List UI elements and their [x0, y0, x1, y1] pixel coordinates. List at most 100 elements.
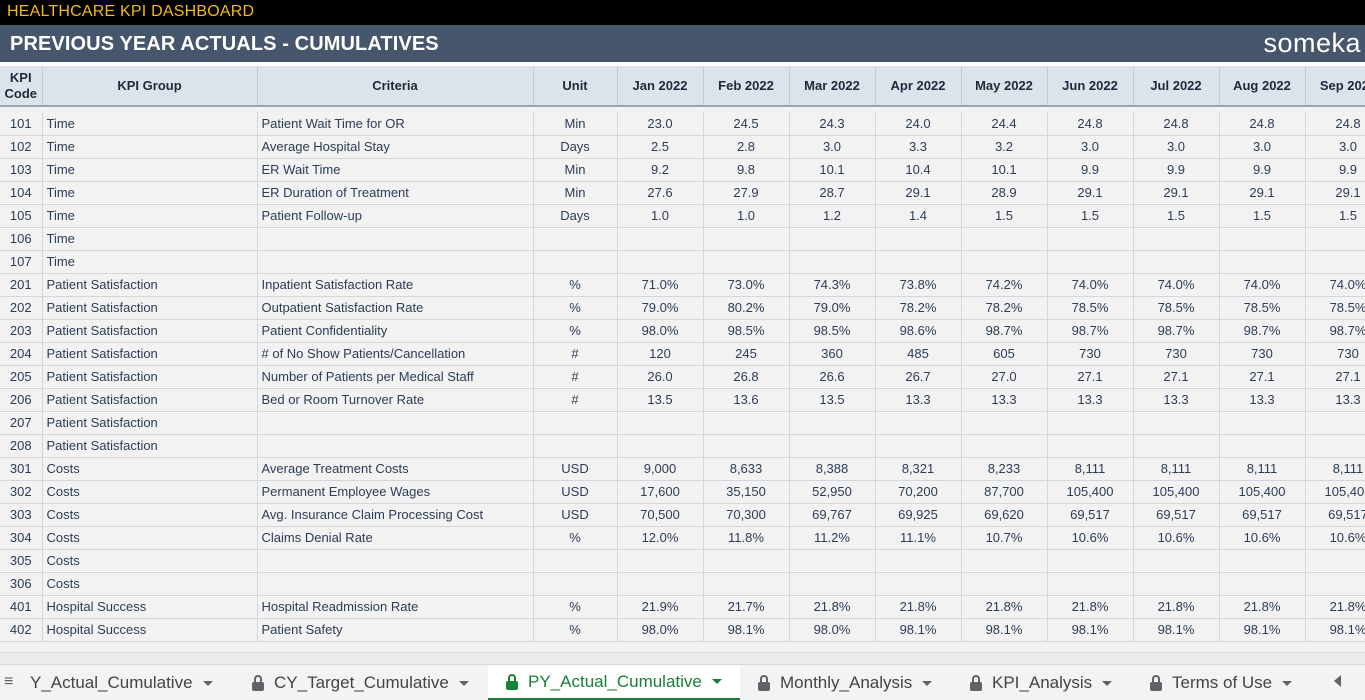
value-cell[interactable]: 21.7% — [703, 595, 790, 619]
criteria-cell[interactable]: Permanent Employee Wages — [257, 480, 534, 504]
value-cell[interactable] — [1133, 227, 1220, 251]
value-cell[interactable]: 10.6% — [1219, 526, 1306, 550]
kpi-code-cell[interactable]: 204 — [0, 342, 43, 366]
value-cell[interactable]: 98.7% — [1305, 319, 1365, 343]
value-cell[interactable]: 98.1% — [875, 618, 962, 642]
value-cell[interactable]: 1.0 — [703, 204, 790, 228]
kpi-group-cell[interactable]: Patient Satisfaction — [42, 296, 258, 320]
value-cell[interactable]: 27.1 — [1219, 365, 1306, 389]
value-cell[interactable]: 10.4 — [875, 158, 962, 182]
value-cell[interactable]: 3.3 — [875, 135, 962, 159]
unit-cell[interactable] — [533, 434, 618, 458]
value-cell[interactable] — [1133, 250, 1220, 274]
value-cell[interactable]: 73.0% — [703, 273, 790, 297]
value-cell[interactable] — [961, 250, 1048, 274]
kpi-group-cell[interactable]: Patient Satisfaction — [42, 342, 258, 366]
value-cell[interactable]: 27.1 — [1047, 365, 1134, 389]
value-cell[interactable]: 13.3 — [961, 388, 1048, 412]
value-cell[interactable]: 29.1 — [875, 181, 962, 205]
kpi-group-cell[interactable]: Hospital Success — [42, 618, 258, 642]
value-cell[interactable] — [789, 227, 876, 251]
value-cell[interactable]: 29.1 — [1133, 181, 1220, 205]
value-cell[interactable] — [1133, 572, 1220, 596]
kpi-code-cell[interactable]: 101 — [0, 112, 43, 136]
criteria-cell[interactable]: Number of Patients per Medical Staff — [257, 365, 534, 389]
value-cell[interactable]: 21.9% — [617, 595, 704, 619]
value-cell[interactable]: 8,111 — [1305, 457, 1365, 481]
value-cell[interactable]: 26.7 — [875, 365, 962, 389]
value-cell[interactable] — [789, 411, 876, 435]
value-cell[interactable]: 10.1 — [961, 158, 1048, 182]
unit-cell[interactable] — [533, 250, 618, 274]
value-cell[interactable] — [1133, 434, 1220, 458]
value-cell[interactable]: 8,321 — [875, 457, 962, 481]
value-cell[interactable]: 98.0% — [617, 319, 704, 343]
kpi-group-cell[interactable]: Costs — [42, 572, 258, 596]
horizontal-scroll-strip[interactable] — [0, 652, 1365, 664]
value-cell[interactable] — [1047, 572, 1134, 596]
kpi-code-cell[interactable]: 104 — [0, 181, 43, 205]
unit-cell[interactable]: # — [533, 342, 618, 366]
value-cell[interactable]: 21.8% — [1219, 595, 1306, 619]
value-cell[interactable]: 245 — [703, 342, 790, 366]
value-cell[interactable]: 35,150 — [703, 480, 790, 504]
value-cell[interactable]: 12.0% — [617, 526, 704, 550]
value-cell[interactable]: 23.0 — [617, 112, 704, 136]
header-month[interactable]: Jan 2022 — [617, 66, 704, 107]
tab-monthly-analysis[interactable]: Monthly_Analysis — [746, 665, 956, 700]
value-cell[interactable]: 79.0% — [617, 296, 704, 320]
chevron-down-icon[interactable] — [922, 680, 933, 686]
value-cell[interactable]: 9.9 — [1133, 158, 1220, 182]
value-cell[interactable] — [617, 572, 704, 596]
kpi-group-cell[interactable]: Time — [42, 204, 258, 228]
value-cell[interactable]: 74.0% — [1219, 273, 1306, 297]
value-cell[interactable] — [789, 549, 876, 573]
chevron-down-icon[interactable] — [711, 679, 722, 684]
value-cell[interactable]: 69,767 — [789, 503, 876, 527]
value-cell[interactable] — [875, 411, 962, 435]
header-criteria[interactable]: Criteria — [257, 66, 534, 107]
criteria-cell[interactable]: Outpatient Satisfaction Rate — [257, 296, 534, 320]
criteria-cell[interactable] — [257, 549, 534, 573]
value-cell[interactable]: 98.5% — [703, 319, 790, 343]
value-cell[interactable] — [1133, 411, 1220, 435]
value-cell[interactable]: 605 — [961, 342, 1048, 366]
value-cell[interactable] — [875, 227, 962, 251]
value-cell[interactable]: 13.3 — [1219, 388, 1306, 412]
value-cell[interactable]: 8,111 — [1133, 457, 1220, 481]
value-cell[interactable]: 27.9 — [703, 181, 790, 205]
criteria-cell[interactable]: ER Wait Time — [257, 158, 534, 182]
value-cell[interactable] — [961, 411, 1048, 435]
value-cell[interactable]: 27.0 — [961, 365, 1048, 389]
criteria-cell[interactable] — [257, 434, 534, 458]
value-cell[interactable]: 2.5 — [617, 135, 704, 159]
value-cell[interactable]: 1.5 — [1133, 204, 1220, 228]
kpi-group-cell[interactable]: Time — [42, 112, 258, 136]
value-cell[interactable] — [875, 434, 962, 458]
value-cell[interactable] — [1219, 549, 1306, 573]
header-month[interactable]: Jul 2022 — [1133, 66, 1220, 107]
value-cell[interactable]: 24.8 — [1305, 112, 1365, 136]
unit-cell[interactable]: Days — [533, 135, 618, 159]
value-cell[interactable]: 9.9 — [1047, 158, 1134, 182]
header-month[interactable]: Mar 2022 — [789, 66, 876, 107]
value-cell[interactable] — [617, 549, 704, 573]
kpi-code-cell[interactable]: 304 — [0, 526, 43, 550]
value-cell[interactable]: 10.6% — [1305, 526, 1365, 550]
value-cell[interactable]: 9.8 — [703, 158, 790, 182]
value-cell[interactable] — [875, 250, 962, 274]
value-cell[interactable]: 70,200 — [875, 480, 962, 504]
value-cell[interactable]: 21.8% — [1047, 595, 1134, 619]
value-cell[interactable]: 98.7% — [1133, 319, 1220, 343]
value-cell[interactable]: 13.3 — [1305, 388, 1365, 412]
scroll-tabs-left-icon[interactable] — [1334, 675, 1341, 687]
value-cell[interactable]: 69,517 — [1219, 503, 1306, 527]
value-cell[interactable]: 98.1% — [1133, 618, 1220, 642]
value-cell[interactable]: 69,517 — [1133, 503, 1220, 527]
value-cell[interactable]: 78.5% — [1133, 296, 1220, 320]
kpi-group-cell[interactable]: Time — [42, 181, 258, 205]
kpi-group-cell[interactable]: Patient Satisfaction — [42, 388, 258, 412]
value-cell[interactable]: 1.5 — [1219, 204, 1306, 228]
header-kpi-group[interactable]: KPI Group — [42, 66, 258, 107]
value-cell[interactable]: 24.3 — [789, 112, 876, 136]
